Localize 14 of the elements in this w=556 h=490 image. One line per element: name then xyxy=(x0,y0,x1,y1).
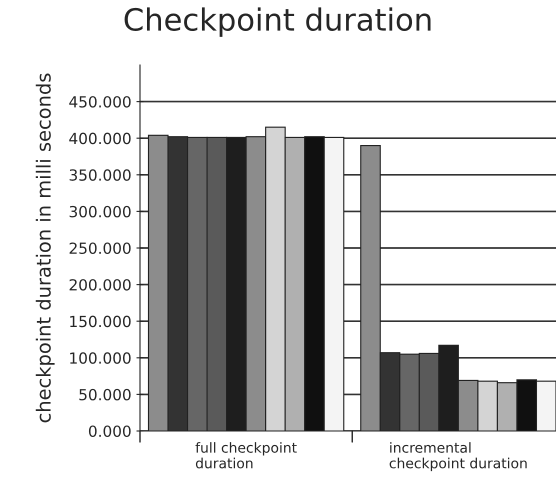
chart-title: Checkpoint duration xyxy=(124,7,431,37)
y-tick-label: 200.000 xyxy=(70,279,131,291)
y-tick-label: 250.000 xyxy=(70,242,131,254)
y-tick-label: 150.000 xyxy=(70,316,131,328)
x-tick-label: incremental checkpoint duration xyxy=(390,442,527,472)
x-tick-label: full checkpoint duration xyxy=(195,442,297,468)
y-tick-label: 0.000 xyxy=(88,425,131,438)
y-tick-label: 400.000 xyxy=(69,132,131,144)
y-tick-label: 350.000 xyxy=(70,169,131,181)
y-tick-label: 450.000 xyxy=(69,96,131,108)
y-tick-label: 300.000 xyxy=(70,206,131,218)
y-axis-title: checkpoint duration in milli seconds xyxy=(36,74,55,422)
y-tick-label: 50.000 xyxy=(79,388,131,400)
y-tick-label: 100.000 xyxy=(70,352,131,364)
